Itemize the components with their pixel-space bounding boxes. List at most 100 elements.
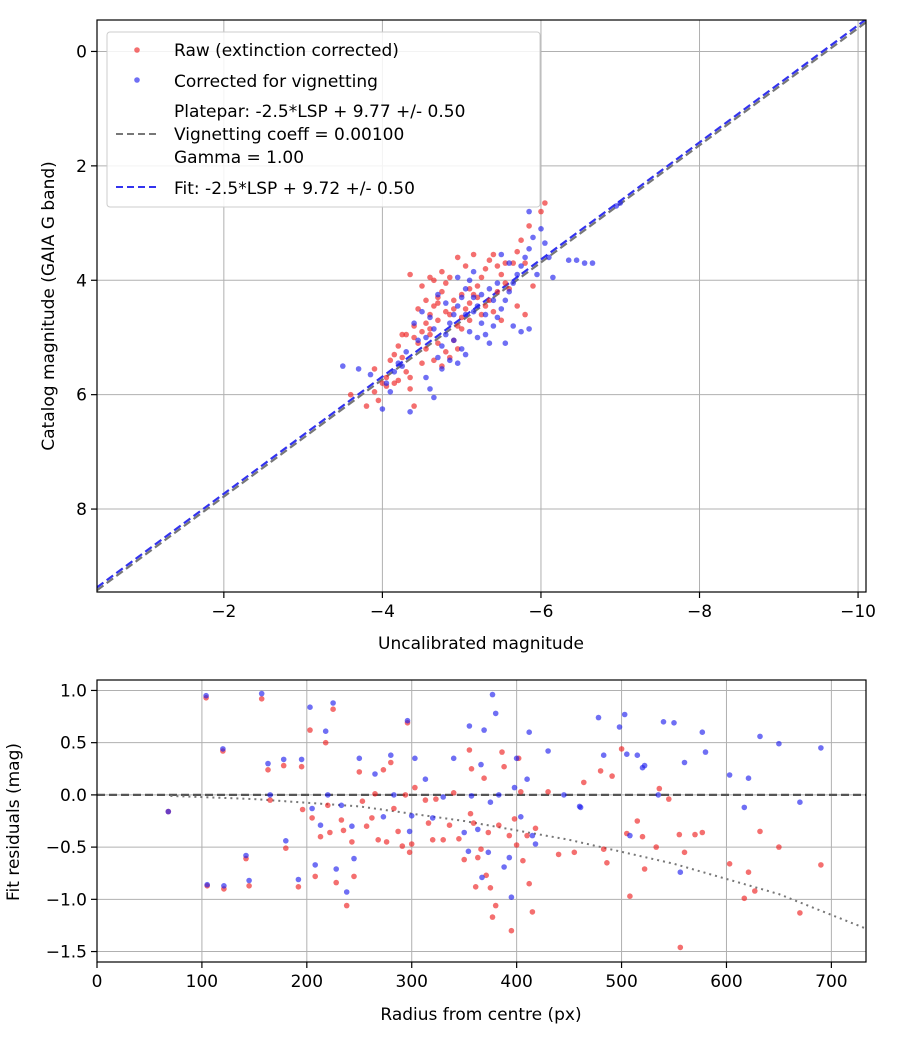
top-raw-point: [391, 380, 398, 387]
bottom-raw-point: [818, 862, 824, 868]
bottom-raw-point: [468, 766, 475, 772]
bottom-corrected-point: [492, 710, 499, 717]
top-dashed-line-1: [97, 20, 866, 589]
top-corrected-point: [458, 346, 465, 352]
bottom-raw-point: [501, 763, 507, 770]
bottom-raw-point: [641, 866, 648, 872]
bottom-corrected-point: [322, 728, 329, 734]
bottom-corrected-point: [309, 805, 315, 812]
bottom-corrected-point: [258, 690, 265, 697]
top-raw-point: [478, 274, 485, 281]
bottom-corrected-point: [408, 813, 415, 819]
top-raw-point: [482, 266, 489, 272]
top-corrected-point: [340, 363, 346, 369]
top-raw-point: [486, 257, 493, 264]
bottom-raw-point: [433, 796, 439, 802]
bottom-raw-point: [699, 829, 706, 836]
bottom-y-tick-label: 1.0: [60, 681, 87, 701]
top-raw-point: [462, 263, 469, 269]
bottom-y-tick-label: −0.5: [46, 838, 87, 858]
bottom-corrected-point: [478, 761, 484, 768]
bottom-corrected-point: [265, 760, 271, 767]
bottom-raw-point: [483, 872, 490, 879]
top-corrected-point: [470, 294, 477, 301]
bottom-reference-lines: [97, 793, 866, 930]
top-corrected-point: [439, 343, 445, 349]
top-x-tick-label: −8: [687, 602, 712, 622]
top-raw-point: [466, 286, 473, 292]
bottom-raw-point: [380, 767, 387, 773]
top-raw-point: [399, 354, 406, 361]
bottom-raw-point: [406, 849, 413, 856]
bottom-x-tick-label: 200: [291, 972, 323, 992]
legend-corrected-label: Corrected for vignetting: [174, 72, 378, 92]
top-raw-point: [490, 251, 497, 258]
bottom-raw-point: [330, 706, 336, 712]
top-raw-point: [395, 343, 402, 349]
top-corrected-point: [573, 257, 580, 264]
top-corrected-point: [538, 226, 544, 232]
top-corrected-point: [506, 288, 512, 295]
bottom-corrected-point: [450, 755, 457, 762]
bottom-raw-point: [676, 831, 683, 838]
bottom-raw-point: [520, 857, 526, 864]
top-corrected-point: [526, 208, 532, 215]
bottom-raw-point: [258, 696, 265, 702]
top-raw-point: [498, 317, 505, 324]
bottom-raw-point: [267, 797, 273, 803]
top-corrected-point: [486, 286, 493, 292]
top-corrected-point: [355, 366, 362, 372]
bottom-corrected-point: [529, 832, 536, 839]
top-raw-point: [530, 283, 536, 289]
bottom-raw-point: [692, 831, 698, 838]
top-corrected-point: [431, 326, 437, 332]
bottom-raw-point: [333, 879, 340, 886]
legend-box: [106, 31, 541, 208]
bottom-chart: 0 100 200 300 400 500 600 700 1.0 0.5 0.0 −0.5 −1.0 −…: [4, 679, 867, 1025]
bottom-raw-point: [681, 849, 688, 856]
top-corrected-point: [395, 360, 402, 367]
bottom-raw-point: [369, 815, 375, 821]
bottom-raw-point: [653, 844, 659, 850]
bottom-corrected-point: [671, 720, 677, 726]
bottom-corrected-point: [634, 752, 641, 758]
bottom-raw-point: [524, 832, 530, 839]
bottom-corrected-point: [165, 808, 172, 815]
legend-platepar-label-line1: Platepar: -2.5*LSP + 9.77 +/- 0.50: [174, 102, 465, 122]
bottom-raw-point: [499, 749, 505, 755]
top-raw-point: [514, 248, 520, 255]
top-corrected-point: [514, 271, 520, 278]
top-corrected-point: [454, 303, 461, 309]
top-corrected-point: [427, 386, 433, 392]
top-raw-point: [494, 263, 501, 269]
top-raw-point: [431, 277, 437, 284]
top-raw-point: [482, 303, 489, 309]
legend-corrected-marker: [134, 77, 140, 83]
bottom-corrected-point: [818, 745, 824, 751]
top-raw-point: [427, 326, 433, 332]
top-corrected-point: [550, 274, 556, 281]
bottom-raw-point: [327, 829, 333, 836]
bottom-raw-point: [283, 845, 289, 851]
bottom-raw-point: [429, 837, 436, 843]
bottom-raw-point: [571, 849, 578, 856]
bottom-corrected-point: [422, 776, 429, 782]
top-reference-lines: [97, 20, 866, 592]
top-corrected-point: [458, 294, 465, 301]
top-corrected-point: [431, 394, 437, 401]
bottom-corrected-point: [333, 866, 340, 872]
bottom-y-tick-label: −1.0: [46, 890, 87, 910]
bottom-raw-point: [634, 818, 641, 824]
bottom-raw-point: [467, 810, 474, 817]
top-corrected-point: [470, 308, 477, 315]
top-corrected-point: [498, 251, 505, 258]
top-raw-point: [470, 251, 477, 258]
top-corrected-point: [617, 200, 623, 206]
bottom-raw-point: [338, 817, 345, 823]
bottom-raw-point: [666, 796, 672, 802]
bottom-corrected-point: [677, 869, 684, 875]
top-raw-point: [490, 308, 497, 315]
bottom-x-tick-label: 100: [186, 972, 218, 992]
bottom-corrected-point: [220, 746, 226, 752]
